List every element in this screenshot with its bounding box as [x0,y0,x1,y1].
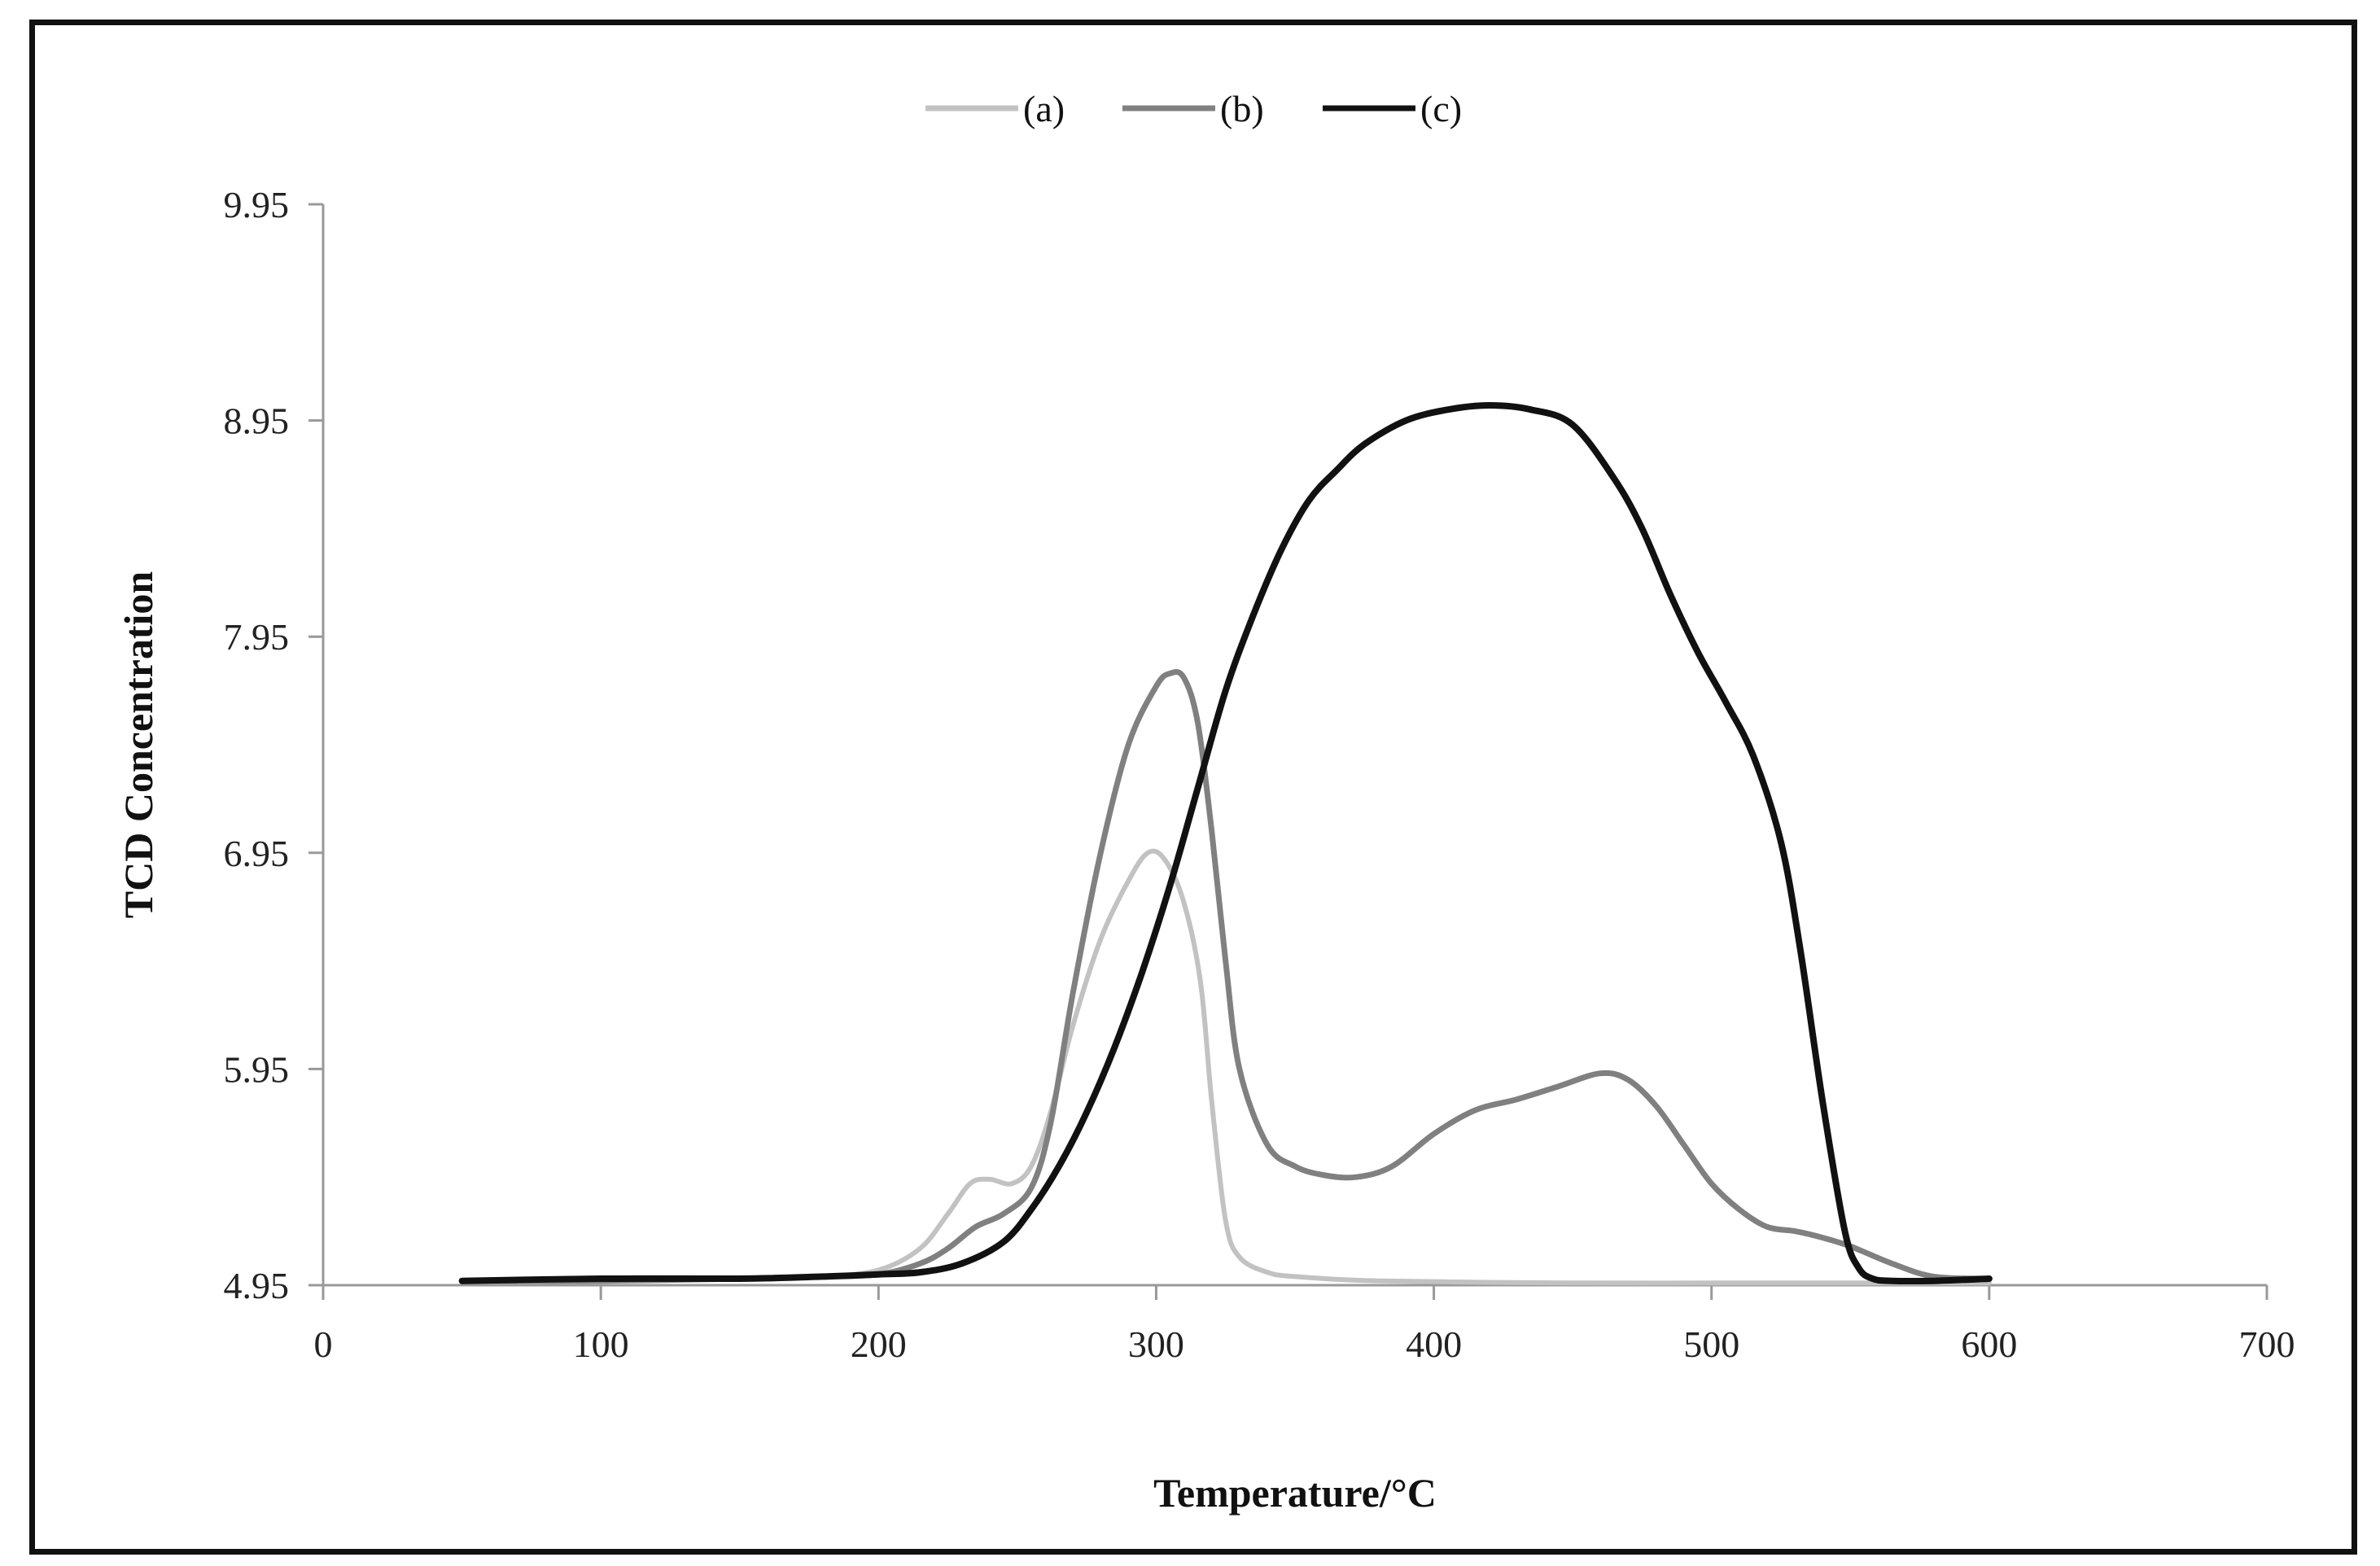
y-axis-title: TCD Concentration [116,571,161,919]
y-tick-label: 6.95 [224,833,290,874]
y-tick-label: 4.95 [224,1265,290,1306]
x-axis: 0 100 200 300 400 500 600 700 [314,1284,2295,1365]
x-axis-title: Temperature/°C [1153,1470,1437,1516]
x-tick-label: 400 [1406,1323,1462,1365]
x-tick-label: 300 [1128,1323,1184,1365]
series-layer [458,402,1993,1286]
y-axis: 4.95 5.95 6.95 7.95 8.95 9.95 [224,184,325,1306]
legend: (a) (b) (c) [925,88,1462,129]
x-tick-label: 200 [851,1323,907,1365]
legend-label-c: (c) [1420,88,1462,129]
legend-label-a: (a) [1023,88,1065,129]
x-tick-label: 0 [314,1323,333,1365]
y-tick-label: 8.95 [224,400,290,442]
x-tick-label: 100 [573,1323,629,1365]
y-tick-label: 5.95 [224,1048,290,1090]
x-tick-label: 500 [1683,1323,1739,1365]
series-line-c [458,402,1993,1284]
legend-label-b: (b) [1220,88,1264,129]
chart-frame: (a) (b) (c) 4.95 5.95 6.95 7.95 8.95 9.95 0 10… [29,20,2357,1555]
y-tick-label: 7.95 [224,616,290,658]
series-line-a [459,848,1992,1286]
chart: (a) (b) (c) 4.95 5.95 6.95 7.95 8.95 9.95 0 10… [116,88,2295,1516]
x-tick-label: 700 [2239,1323,2295,1365]
series-line-b [459,669,1993,1284]
x-tick-label: 600 [1961,1323,2017,1365]
y-tick-label: 9.95 [224,184,290,225]
